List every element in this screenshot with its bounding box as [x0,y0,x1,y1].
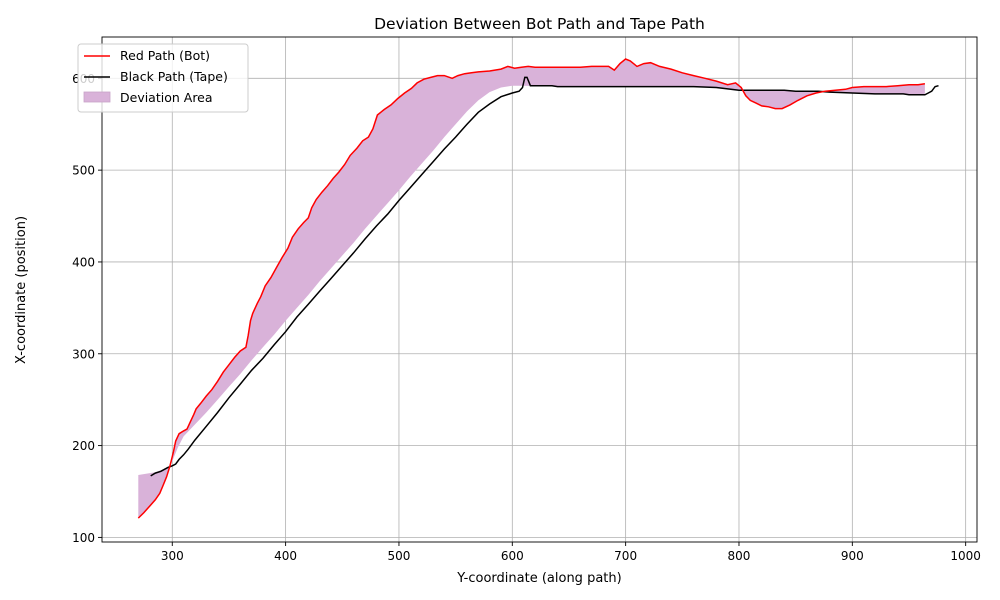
y-tick-label: 200 [72,439,95,453]
legend-swatch-area [83,91,111,103]
legend-label-red: Red Path (Bot) [120,48,210,63]
y-tick-label: 300 [72,347,95,361]
x-tick-label: 300 [161,549,184,563]
legend-frame [77,43,249,113]
x-tick-label: 700 [614,549,637,563]
red-path-line [137,58,925,519]
chart-title: Deviation Between Bot Path and Tape Path [374,15,705,33]
y-tick-label: 100 [72,531,95,545]
legend-label-black: Black Path (Tape) [120,69,228,84]
legend: Red Path (Bot) Black Path (Tape) Deviati… [77,43,249,113]
y-axis-label: X-coordinate (position) [14,216,29,364]
x-tick-label: 900 [841,549,864,563]
axis-ticks: 300 400 500 600 700 800 900 1000 100 200 300 400 500… [72,72,981,563]
x-axis-label: Y-coordinate (along path) [456,571,621,586]
x-tick-label: 1000 [950,549,981,563]
x-tick-label: 800 [728,549,751,563]
black-path-line [150,76,939,477]
x-tick-label: 600 [501,549,524,563]
legend-label-area: Deviation Area [120,90,213,105]
x-tick-label: 500 [388,549,411,563]
deviation-area [138,59,925,519]
y-tick-label: 500 [72,164,95,178]
y-tick-label: 400 [72,255,95,269]
x-tick-label: 400 [274,549,297,563]
plot-frame [101,36,978,543]
